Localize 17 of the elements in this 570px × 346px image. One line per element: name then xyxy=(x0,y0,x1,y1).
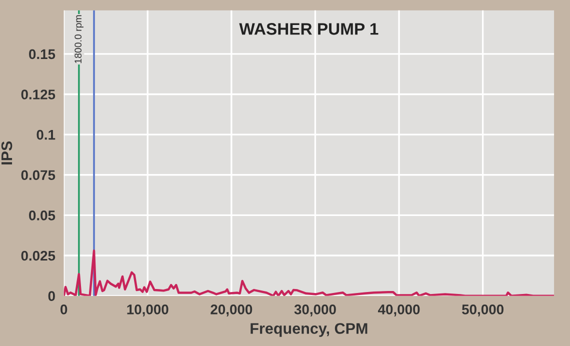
y-tick-label: 0.05 xyxy=(29,210,56,220)
x-tick-label: 10,000 xyxy=(127,304,168,316)
y-tick-label: 0.1 xyxy=(36,130,56,140)
y-tick-label: 0.15 xyxy=(29,49,56,60)
y-tick-label: 0.025 xyxy=(21,250,56,261)
y-tick-label: 0.075 xyxy=(21,170,56,180)
x-tick-label: 30,000 xyxy=(294,304,336,316)
x-axis-title: Frequency, CPM xyxy=(250,323,368,337)
text: WASHER PUMP 1 xyxy=(239,23,378,35)
y-axis-title: IPS xyxy=(1,141,12,164)
y-tick-label: 0 xyxy=(48,291,55,301)
x-tick-label: 20,000 xyxy=(210,304,252,316)
x-tick-label: 40,000 xyxy=(378,304,420,316)
x-tick-label: 0 xyxy=(60,304,68,314)
x-tick-label: 50,000 xyxy=(462,304,504,316)
ref-line-label: 1800.0 rpm xyxy=(74,15,84,64)
y-tick-label: 0.125 xyxy=(21,90,56,100)
